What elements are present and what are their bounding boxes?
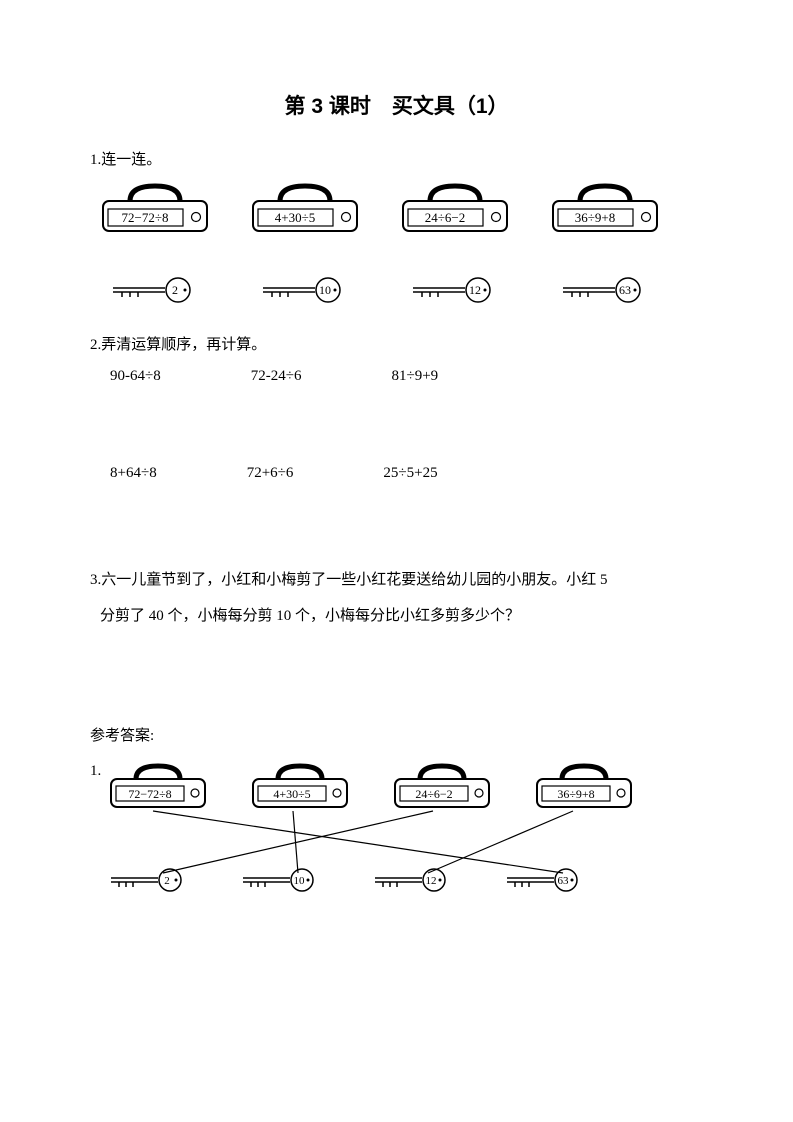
key-value: 2	[172, 283, 178, 297]
q3-line1: 3.六一儿童节到了，小红和小梅剪了一些小红花要送给幼儿园的小朋友。小红 5	[90, 562, 703, 598]
lock-expr: 72−72÷8	[128, 787, 171, 801]
calc-expr: 72-24÷6	[251, 368, 302, 385]
answer-figure: 72−72÷8 4+30÷5 24÷6−2 36÷9	[108, 763, 634, 894]
lock-icon: 4+30÷5	[250, 183, 360, 235]
key-icon: 2	[110, 275, 210, 305]
lock-expr: 4+30÷5	[273, 787, 310, 801]
lock-expr: 36÷9+8	[575, 210, 615, 225]
key-value: 10	[294, 875, 306, 887]
key-value: 10	[319, 283, 331, 297]
lock-icon: 24÷6−2	[400, 183, 510, 235]
lock-icon: 4+30÷5	[250, 763, 350, 811]
q1-keys-row: 2 10 12 63	[90, 275, 703, 305]
key-icon: 10	[260, 275, 360, 305]
page-title: 第 3 课时 买文具（1）	[90, 90, 703, 120]
key-icon: 2	[108, 866, 198, 894]
answer-num: 1.	[90, 763, 108, 780]
q3-line2: 分剪了 40 个，小梅每分剪 10 个，小梅每分比小红多剪多少个？	[90, 598, 703, 634]
calc-expr: 72+6÷6	[247, 465, 294, 482]
lock-expr: 24÷6−2	[425, 210, 465, 225]
lock-icon: 72−72÷8	[108, 763, 208, 811]
key-icon: 10	[240, 866, 330, 894]
answer-locks-row: 72−72÷8 4+30÷5 24÷6−2 36÷9	[108, 763, 634, 811]
lock-expr: 24÷6−2	[415, 787, 452, 801]
q1-locks-row: 72−72÷8 4+30÷5 24÷6−2 36÷9+8	[90, 183, 703, 235]
answer-label: 参考答案:	[90, 724, 703, 745]
key-icon: 12	[410, 275, 510, 305]
key-icon: 12	[372, 866, 462, 894]
lock-icon: 36÷9+8	[550, 183, 660, 235]
lock-icon: 24÷6−2	[392, 763, 492, 811]
q2-row2: 8+64÷8 72+6÷6 25÷5+25	[90, 465, 703, 482]
key-value: 12	[469, 283, 481, 297]
calc-expr: 90-64÷8	[110, 368, 161, 385]
q3-text: 3.六一儿童节到了，小红和小梅剪了一些小红花要送给幼儿园的小朋友。小红 5 分剪…	[90, 562, 703, 634]
calc-expr: 81÷9+9	[391, 368, 438, 385]
q1-label: 1.连一连。	[90, 148, 703, 169]
q2-row1: 90-64÷8 72-24÷6 81÷9+9	[90, 368, 703, 385]
lock-expr: 36÷9+8	[557, 787, 594, 801]
lock-expr: 4+30÷5	[275, 210, 315, 225]
calc-expr: 8+64÷8	[110, 465, 157, 482]
key-value: 12	[426, 875, 437, 887]
key-icon: 63	[504, 866, 594, 894]
key-value: 63	[619, 283, 631, 297]
key-value: 63	[558, 875, 570, 887]
calc-expr: 25÷5+25	[383, 465, 437, 482]
lock-expr: 72−72÷8	[122, 210, 169, 225]
key-value: 2	[164, 875, 170, 887]
answer-keys-row: 2 10 12 63	[108, 866, 634, 894]
lock-icon: 36÷9+8	[534, 763, 634, 811]
key-icon: 63	[560, 275, 660, 305]
q2-label: 2.弄清运算顺序，再计算。	[90, 333, 703, 354]
lock-icon: 72−72÷8	[100, 183, 210, 235]
